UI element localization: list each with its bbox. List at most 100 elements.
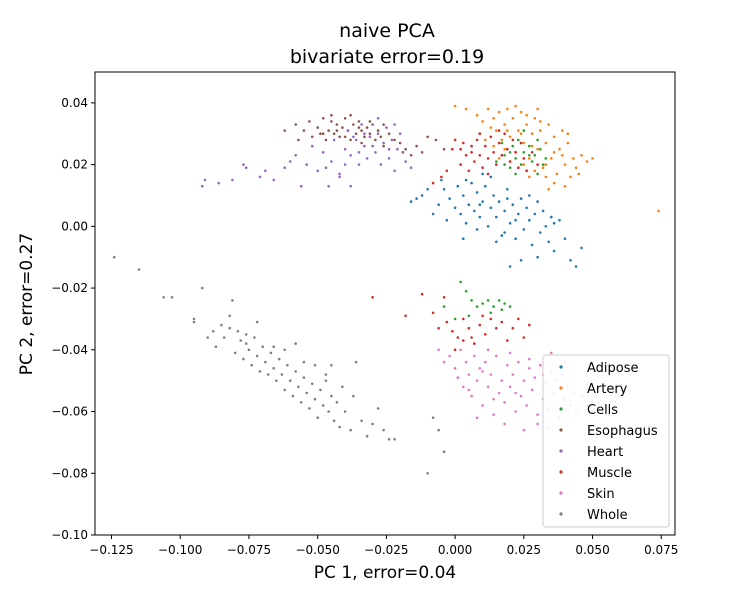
point-heart-32 [382, 141, 385, 145]
point-heart-36 [393, 169, 396, 173]
point-heart-22 [354, 138, 358, 142]
point-heart-45 [376, 117, 380, 120]
point-adipose-5 [437, 203, 440, 206]
point-muscle-27 [519, 141, 523, 145]
point-heart-23 [357, 163, 361, 166]
point-esophagus-5 [319, 132, 322, 135]
point-adipose-50 [580, 246, 583, 250]
point-skin-26 [517, 360, 520, 364]
point-whole-73 [352, 394, 355, 398]
point-whole-11 [222, 336, 226, 339]
point-skin-59 [528, 357, 531, 361]
point-esophagus-1 [294, 123, 298, 126]
point-cells-15 [539, 147, 542, 151]
x-tick-label: −0.075 [227, 543, 271, 557]
point-artery-49 [536, 107, 539, 111]
point-whole-46 [321, 404, 325, 407]
point-artery-14 [517, 129, 520, 132]
point-esophagus-50 [357, 126, 361, 129]
point-heart-43 [288, 160, 292, 163]
point-muscle-36 [459, 147, 462, 151]
point-artery-19 [530, 132, 534, 135]
point-cells-0 [495, 160, 498, 163]
point-adipose-23 [492, 194, 495, 197]
point-adipose-60 [440, 178, 443, 182]
point-muscle-5 [459, 163, 462, 166]
point-esophagus-39 [308, 120, 311, 123]
point-artery-27 [552, 135, 556, 139]
point-adipose-59 [475, 228, 479, 231]
point-cells-7 [517, 138, 520, 142]
point-whole-22 [255, 354, 259, 358]
series-cells [442, 129, 548, 321]
point-skin-17 [492, 413, 495, 416]
point-artery-42 [522, 163, 526, 166]
point-artery-25 [547, 123, 550, 126]
point-esophagus-18 [354, 132, 358, 135]
point-esophagus-6 [321, 117, 325, 120]
point-skin-60 [492, 397, 495, 401]
point-artery-26 [550, 157, 553, 160]
point-adipose-41 [541, 209, 545, 213]
y-axis-ticks: 0.04 0.02 0.00 −0.02 −0.04 −0.06 −0.08 −0.10 [51, 96, 95, 542]
point-adipose-30 [511, 203, 515, 206]
point-whole-18 [244, 342, 248, 345]
point-skin-7 [464, 360, 468, 364]
point-adipose-0 [409, 200, 413, 203]
point-esophagus-29 [387, 132, 391, 135]
point-esophagus-17 [352, 123, 355, 126]
point-muscle-54 [506, 339, 509, 342]
point-cells-2 [503, 154, 506, 157]
point-cells-31 [492, 305, 495, 308]
point-whole-69 [294, 342, 298, 345]
point-adipose-56 [489, 175, 493, 179]
point-whole-70 [313, 363, 317, 367]
point-skin-65 [481, 370, 484, 373]
point-skin-11 [475, 379, 479, 383]
point-artery-46 [563, 184, 567, 188]
point-adipose-35 [525, 206, 528, 210]
point-muscle-58 [528, 323, 531, 327]
point-artery-8 [500, 138, 504, 142]
point-artery-36 [580, 154, 583, 157]
point-heart-42 [338, 175, 341, 179]
point-esophagus-7 [324, 138, 328, 142]
point-skin-62 [550, 351, 553, 355]
point-skin-29 [525, 404, 528, 407]
point-cells-36 [500, 308, 504, 312]
point-skin-24 [511, 373, 515, 376]
point-skin-14 [484, 360, 487, 364]
point-adipose-34 [522, 228, 526, 231]
point-esophagus-47 [401, 151, 405, 154]
point-heart-4 [242, 163, 245, 166]
point-esophagus-9 [330, 120, 333, 123]
point-skin-9 [470, 394, 473, 398]
point-adipose-36 [528, 218, 531, 222]
legend-marker-cells [559, 407, 563, 411]
legend-label-heart: Heart [587, 445, 623, 460]
point-adipose-45 [552, 249, 556, 253]
point-skin-20 [500, 379, 504, 383]
point-adipose-4 [431, 212, 435, 216]
point-muscle-49 [478, 323, 482, 327]
point-muscle-8 [467, 169, 471, 173]
point-heart-53 [393, 123, 396, 126]
point-muscle-21 [503, 132, 506, 135]
point-muscle-52 [495, 326, 498, 330]
point-whole-32 [283, 388, 287, 392]
point-adipose-63 [514, 218, 517, 222]
point-artery-5 [492, 117, 495, 120]
point-muscle-55 [511, 326, 515, 330]
series-esophagus [283, 113, 446, 157]
point-whole-16 [239, 339, 242, 342]
point-whole-25 [264, 360, 267, 364]
point-heart-12 [310, 144, 314, 148]
point-artery-55 [539, 120, 542, 123]
point-cells-19 [514, 172, 517, 176]
point-adipose-17 [475, 191, 479, 194]
point-artery-10 [506, 107, 509, 111]
point-artery-52 [547, 188, 550, 191]
point-heart-35 [390, 138, 394, 142]
point-whole-37 [297, 385, 300, 389]
point-muscle-50 [484, 333, 487, 336]
